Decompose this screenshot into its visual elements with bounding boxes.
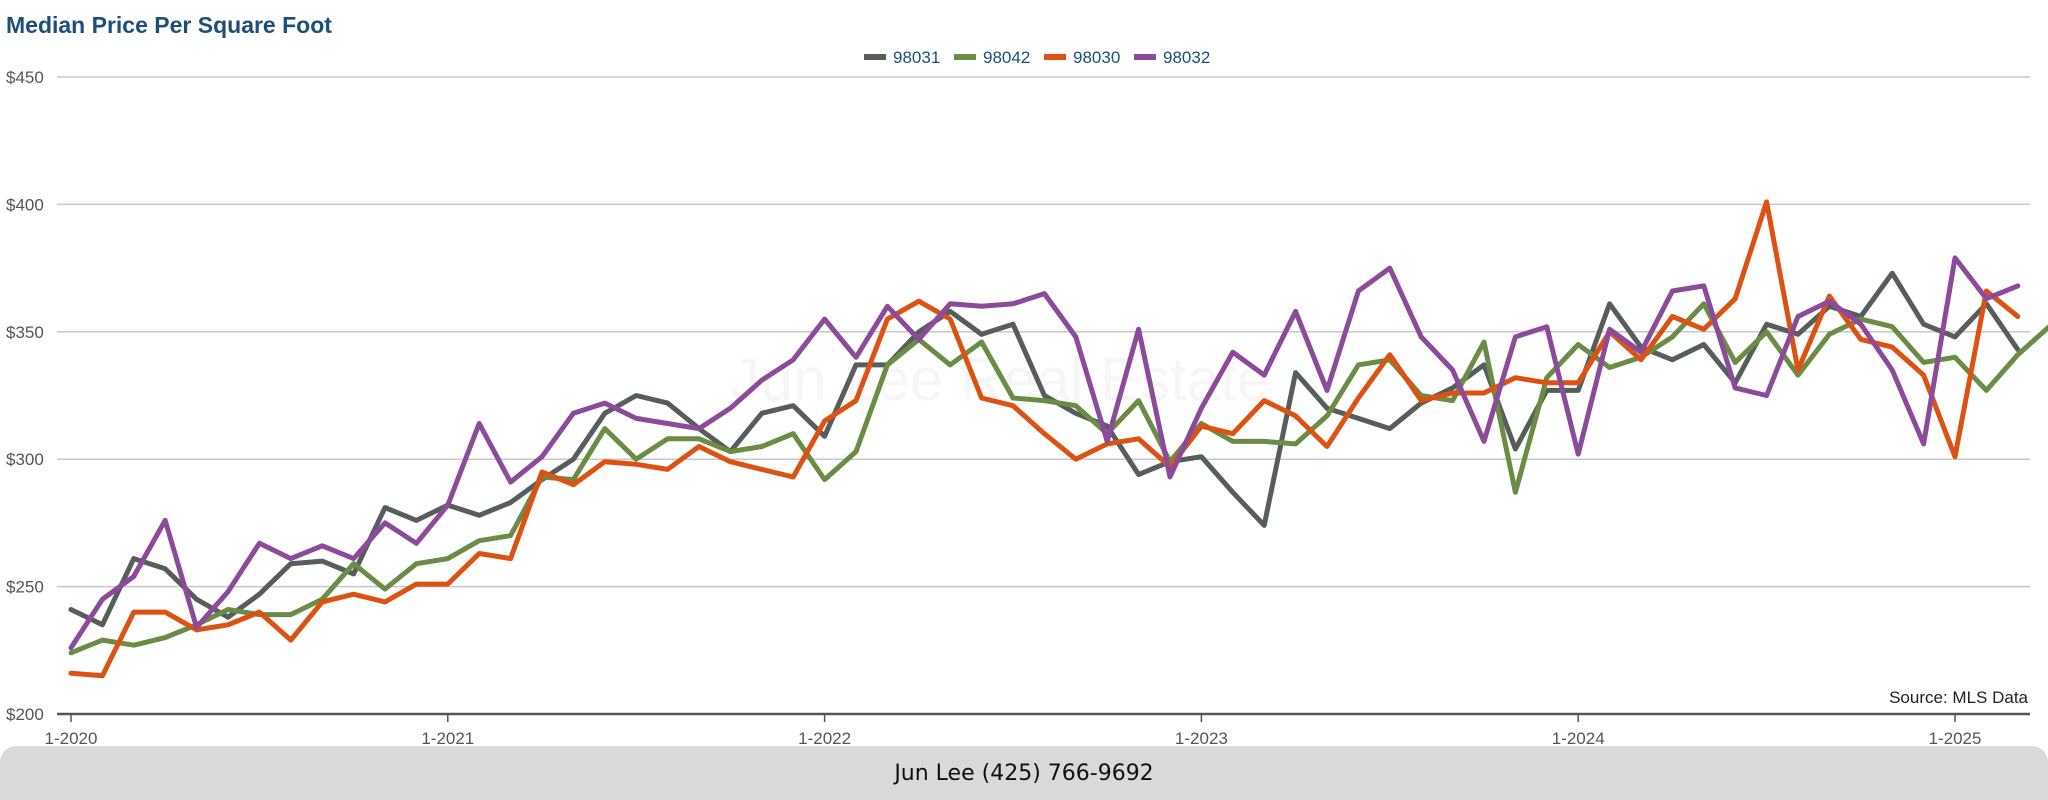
y-tick-label: $400: [6, 195, 44, 214]
x-tick-label: 1-2024: [1552, 729, 1605, 746]
series-line-98032: [68, 255, 2021, 651]
y-tick-label: $250: [6, 578, 44, 597]
x-tick-label: 1-2023: [1175, 729, 1228, 746]
y-tick-label: $200: [6, 705, 44, 724]
series-line-98031: [68, 270, 2021, 628]
footer-contact: Jun Lee (425) 766-9692: [894, 760, 1154, 786]
x-tick-label: 1-2021: [421, 729, 474, 746]
x-tick-label: 1-2025: [1929, 729, 1982, 746]
series-lines: [68, 199, 2048, 679]
source-label: Source: MLS Data: [1889, 688, 2028, 707]
y-tick-label: $300: [6, 450, 44, 469]
legend: 98031 98042 98030 98032: [864, 48, 1210, 67]
line-chart: Jun Lee Real Estate $200$250$300$350$400…: [6, 48, 2048, 746]
chart-title: Median Price Per Square Foot: [6, 12, 332, 38]
x-tick-label: 1-2020: [45, 729, 98, 746]
legend-item-98042: 98042: [954, 48, 1030, 67]
footer-bar: Jun Lee (425) 766-9692: [0, 746, 2048, 800]
x-tick-label: 1-2022: [798, 729, 851, 746]
series-line-98030: [68, 199, 2021, 679]
y-axis-ticks: $200 $250 $300 $350 $400 $450: [6, 68, 44, 724]
legend-item-98030: 98030: [1044, 48, 1120, 67]
x-axis-ticks: 1-2020 1-2021 1-2022 1-2023 1-2024 1-2025: [45, 714, 1982, 746]
legend-label: 98042: [983, 48, 1030, 67]
legend-label: 98032: [1163, 48, 1210, 67]
legend-item-98032: 98032: [1134, 48, 1210, 67]
legend-item-98031: 98031: [864, 48, 940, 67]
y-tick-label: $350: [6, 323, 44, 342]
gridlines: [57, 76, 2030, 716]
y-tick-label: $450: [6, 68, 44, 87]
legend-label: 98030: [1073, 48, 1120, 67]
legend-label: 98031: [893, 48, 940, 67]
